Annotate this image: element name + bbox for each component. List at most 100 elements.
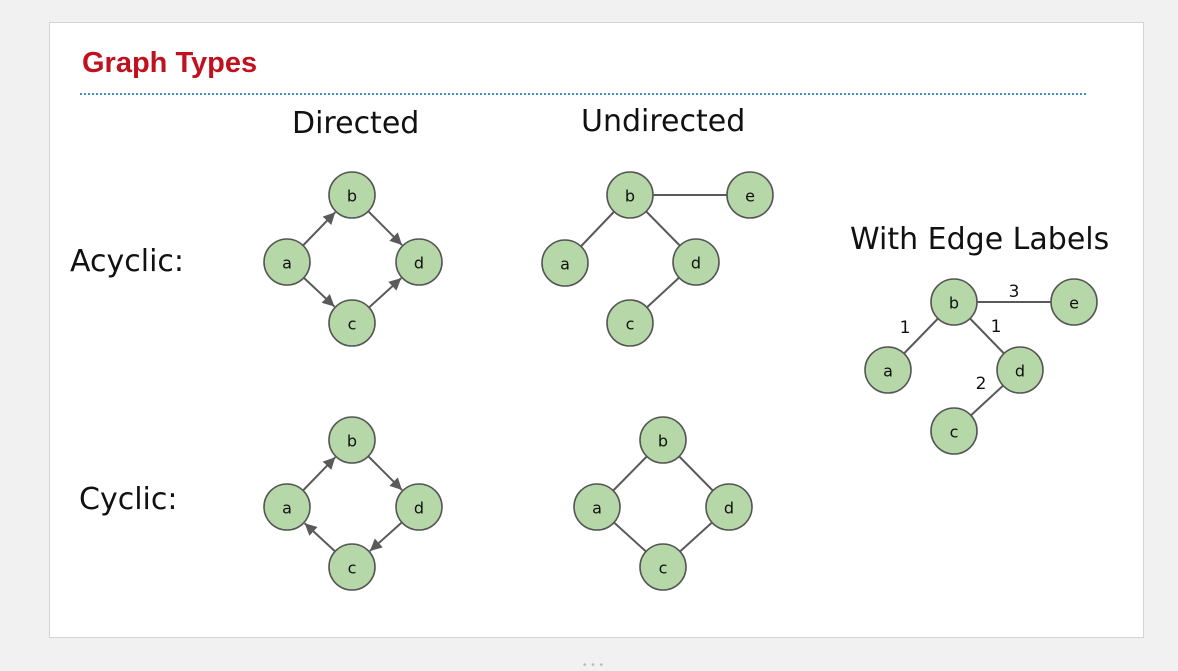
node-label: a bbox=[282, 499, 292, 518]
node-circle bbox=[263, 483, 311, 531]
heading-cyclic: Cyclic: bbox=[79, 482, 178, 517]
graph-undirected-acyclic: a b c d e bbox=[541, 171, 774, 347]
node-circle bbox=[996, 346, 1044, 394]
node-c: c bbox=[930, 407, 978, 455]
arrow-c-d bbox=[368, 277, 402, 309]
node-b: b bbox=[328, 416, 376, 464]
node-label: a bbox=[592, 499, 602, 518]
heading-with-edge-labels: With Edge Labels bbox=[850, 222, 1110, 257]
edge-b-d bbox=[969, 317, 1005, 355]
arrow-c-a bbox=[303, 522, 336, 553]
node-c: c bbox=[639, 543, 687, 591]
node-circle bbox=[639, 543, 687, 591]
edge-label-d-c: 2 bbox=[976, 374, 987, 394]
node-label: c bbox=[348, 315, 357, 334]
edge-label-b-e: 3 bbox=[1009, 282, 1020, 302]
node-b: b bbox=[930, 278, 978, 326]
node-label: c bbox=[626, 315, 635, 334]
graph-undirected-cyclic: a b c d bbox=[573, 416, 753, 591]
node-label: b bbox=[658, 432, 668, 451]
node-circle bbox=[328, 171, 376, 219]
node-label: b bbox=[347, 187, 357, 206]
title-divider bbox=[80, 93, 1086, 95]
edge-d-c bbox=[646, 276, 680, 309]
node-circle bbox=[930, 278, 978, 326]
node-label: d bbox=[414, 254, 424, 273]
node-label: d bbox=[1015, 362, 1025, 381]
node-circle bbox=[573, 483, 621, 531]
node-label: c bbox=[348, 559, 357, 578]
node-label: d bbox=[414, 499, 424, 518]
node-label: a bbox=[282, 254, 292, 273]
node-d: d bbox=[996, 346, 1044, 394]
slide-title: Graph Types bbox=[82, 47, 258, 79]
node-label: a bbox=[560, 255, 570, 274]
node-a: a bbox=[263, 483, 311, 531]
arrow-a-b bbox=[302, 211, 337, 247]
node-label: b bbox=[347, 432, 357, 451]
arrow-d-c bbox=[369, 521, 403, 552]
node-e: e bbox=[726, 171, 774, 219]
node-a: a bbox=[573, 483, 621, 531]
node-circle bbox=[328, 543, 376, 591]
node-label: d bbox=[691, 254, 701, 273]
node-a: a bbox=[263, 238, 311, 286]
edge-b-a bbox=[903, 317, 939, 355]
slide-pager-dots: • • • bbox=[583, 660, 605, 671]
node-circle bbox=[263, 238, 311, 286]
node-label: c bbox=[950, 423, 959, 442]
node-d: d bbox=[395, 238, 443, 286]
node-circle bbox=[395, 238, 443, 286]
node-b: b bbox=[606, 171, 654, 219]
arrow-a-b bbox=[302, 456, 337, 492]
heading-directed: Directed bbox=[292, 106, 420, 141]
node-b: b bbox=[639, 416, 687, 464]
arrow-b-d bbox=[367, 210, 403, 246]
node-circle bbox=[705, 483, 753, 531]
node-d: d bbox=[395, 483, 443, 531]
node-c: c bbox=[606, 299, 654, 347]
graph-directed-acyclic: a b c d bbox=[263, 171, 443, 347]
node-circle bbox=[606, 299, 654, 347]
node-d: d bbox=[672, 238, 720, 286]
edge-d-c bbox=[679, 521, 713, 553]
heading-undirected: Undirected bbox=[581, 104, 746, 139]
node-circle bbox=[395, 483, 443, 531]
node-e: e bbox=[1050, 278, 1098, 326]
edge-d-c bbox=[970, 384, 1004, 417]
node-label: d bbox=[724, 499, 734, 518]
edge-b-d bbox=[645, 210, 681, 247]
arrow-a-c bbox=[303, 277, 336, 308]
node-label: b bbox=[625, 187, 635, 206]
node-a: a bbox=[541, 239, 589, 287]
edge-label-b-d: 1 bbox=[991, 317, 1002, 337]
edge-label-b-a: 1 bbox=[900, 318, 911, 338]
node-d: d bbox=[705, 483, 753, 531]
edge-a-b bbox=[612, 455, 648, 492]
node-circle bbox=[930, 407, 978, 455]
node-circle bbox=[328, 299, 376, 347]
edge-b-a bbox=[580, 210, 615, 248]
edge-b-d bbox=[678, 455, 714, 492]
node-circle bbox=[541, 239, 589, 287]
node-label: b bbox=[949, 294, 959, 313]
edge-c-a bbox=[613, 521, 647, 553]
node-circle bbox=[606, 171, 654, 219]
node-circle bbox=[328, 416, 376, 464]
slide: Graph Types bbox=[49, 22, 1144, 638]
node-c: c bbox=[328, 299, 376, 347]
node-circle bbox=[1050, 278, 1098, 326]
node-c: c bbox=[328, 543, 376, 591]
graph-directed-cyclic: a b c d bbox=[263, 416, 443, 591]
node-label: e bbox=[745, 187, 755, 206]
heading-acyclic: Acyclic: bbox=[70, 244, 185, 279]
node-circle bbox=[864, 346, 912, 394]
node-circle bbox=[672, 238, 720, 286]
arrow-b-d bbox=[367, 455, 403, 491]
node-b: b bbox=[328, 171, 376, 219]
node-circle bbox=[726, 171, 774, 219]
node-circle bbox=[639, 416, 687, 464]
node-label: a bbox=[883, 362, 893, 381]
